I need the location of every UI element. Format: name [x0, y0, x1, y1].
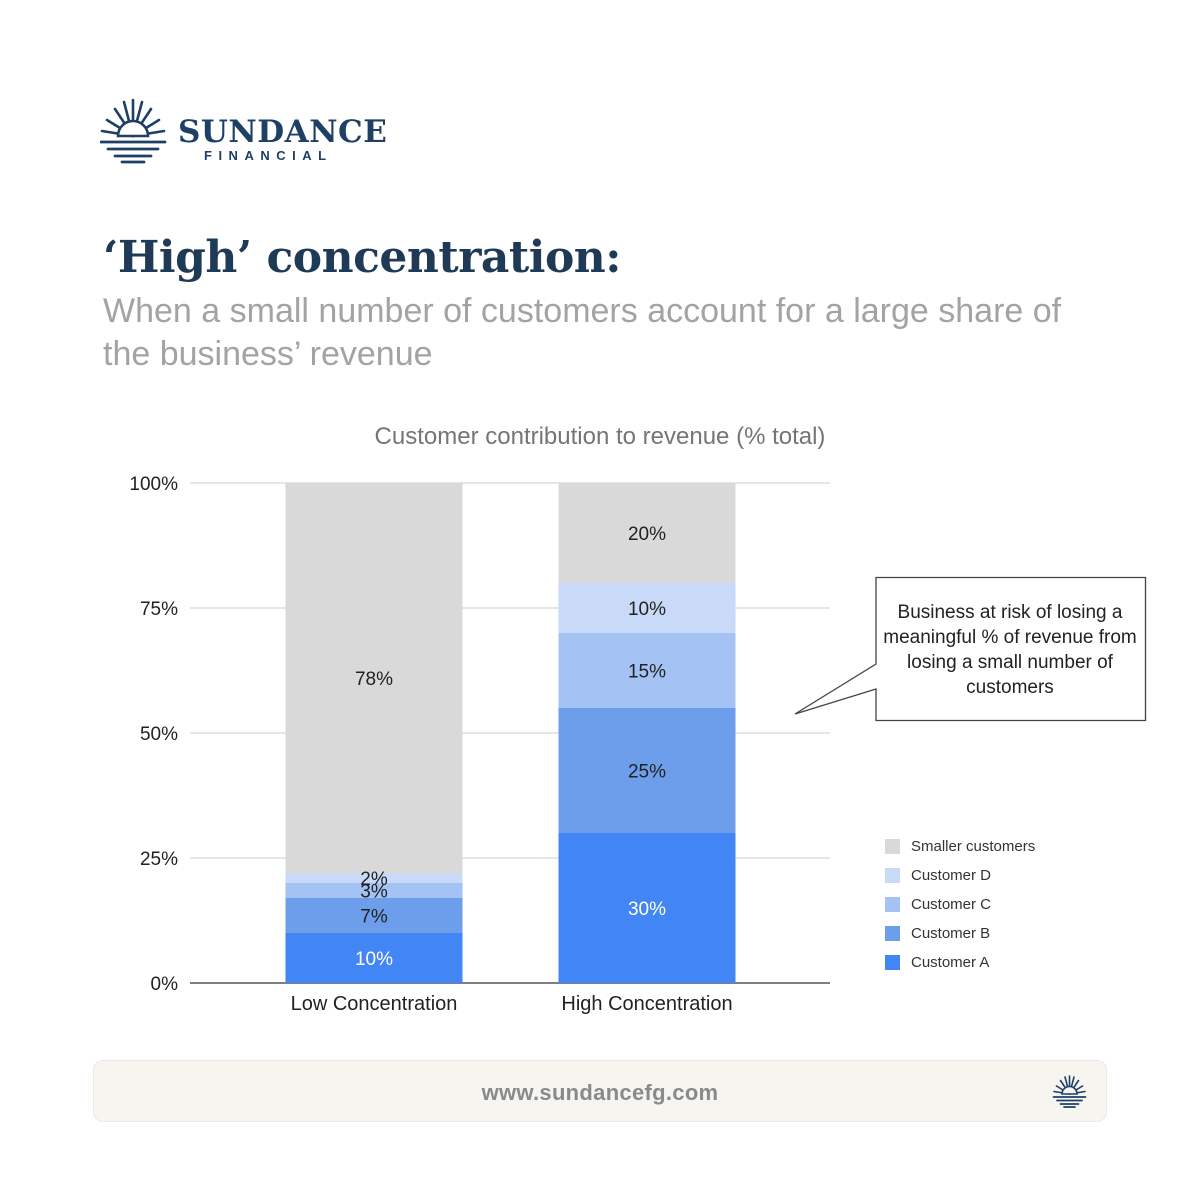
- bar-segment: [558, 483, 736, 583]
- x-tick-label: Low Concentration: [291, 993, 458, 1015]
- legend-swatch: [885, 926, 900, 941]
- legend-swatch: [885, 955, 900, 970]
- legend-label: Customer B: [911, 925, 991, 942]
- bar-segment: [558, 583, 736, 633]
- data-label: 2%: [360, 869, 388, 890]
- sun-logo-icon: [1052, 1075, 1087, 1108]
- legend-label: Customer C: [911, 896, 992, 913]
- legend-swatch: [885, 839, 900, 854]
- legend-swatch: [885, 868, 900, 883]
- chart-legend: Smaller customers Customer D Customer C Cus…: [885, 832, 1035, 977]
- bar-segment: [558, 633, 736, 708]
- bar-segment: [558, 708, 736, 833]
- legend-item: Customer D: [885, 861, 1035, 890]
- brand-logo: SUNDANCE FINANCIAL: [100, 96, 387, 168]
- legend-item: Smaller customers: [885, 832, 1035, 861]
- data-label: 30%: [628, 899, 666, 920]
- legend-label: Customer D: [911, 867, 992, 884]
- y-tick-label: 50%: [140, 724, 178, 745]
- y-tick-label: 0%: [151, 974, 179, 995]
- data-label: 25%: [628, 762, 666, 783]
- legend-label: Customer A: [911, 954, 990, 971]
- page-subtitle: When a small number of customers account…: [103, 292, 1062, 373]
- data-label: 10%: [628, 599, 666, 620]
- footer-bar: www.sundancefg.com: [93, 1060, 1107, 1122]
- stacked-bar-chart: Customer contribution to revenue (% tota…: [129, 423, 830, 1015]
- callout-text: Business at risk of losing a meaningful …: [883, 602, 1137, 698]
- bar-segment: [285, 883, 463, 898]
- data-label: 20%: [628, 524, 666, 545]
- brand-subtitle: FINANCIAL: [204, 148, 333, 163]
- y-tick-label: 100%: [129, 474, 178, 495]
- data-label: 78%: [355, 669, 393, 690]
- brand-name: SUNDANCE: [178, 114, 388, 150]
- bar-segment: [285, 483, 463, 873]
- chart-title: Customer contribution to revenue (% tota…: [375, 423, 826, 450]
- data-label: 7%: [360, 907, 388, 928]
- legend-item: Customer A: [885, 948, 1035, 977]
- bar-segment: [285, 873, 463, 883]
- legend-item: Customer B: [885, 919, 1035, 948]
- data-label: 3%: [360, 882, 388, 903]
- y-tick-label: 75%: [140, 599, 178, 620]
- bar-segment: [285, 933, 463, 983]
- bar-segment: [558, 833, 736, 983]
- sun-logo-icon: [100, 98, 167, 164]
- x-tick-label: High Concentration: [561, 993, 732, 1015]
- page-title: ‘High’ concentration:: [103, 232, 622, 283]
- legend-swatch: [885, 897, 900, 912]
- legend-label: Smaller customers: [911, 838, 1036, 855]
- bar-segment: [285, 898, 463, 933]
- data-label: 15%: [628, 662, 666, 683]
- data-label: 10%: [355, 949, 393, 970]
- footer-url[interactable]: www.sundancefg.com: [481, 1080, 719, 1105]
- callout-bubble: [794, 576, 1147, 722]
- legend-item: Customer C: [885, 890, 1035, 919]
- y-tick-label: 25%: [140, 849, 178, 870]
